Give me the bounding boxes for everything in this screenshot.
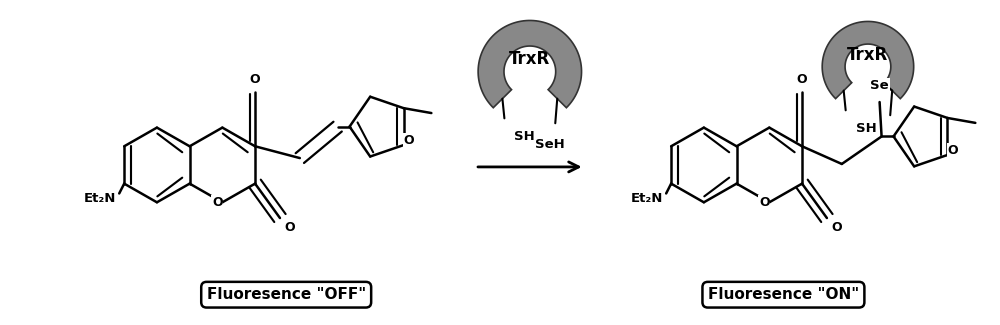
Polygon shape <box>822 21 914 99</box>
Text: Se: Se <box>870 79 889 92</box>
Text: Fluoresence "ON": Fluoresence "ON" <box>708 287 859 302</box>
Text: O: O <box>797 73 807 86</box>
Text: SeH: SeH <box>535 138 565 151</box>
Text: O: O <box>285 221 295 234</box>
Text: O: O <box>250 73 260 86</box>
Text: O: O <box>212 196 223 209</box>
Text: SH: SH <box>856 122 876 135</box>
Text: SH: SH <box>514 130 535 143</box>
Text: Et₂N: Et₂N <box>631 192 663 205</box>
Text: Et₂N: Et₂N <box>84 192 116 205</box>
Text: O: O <box>947 144 958 157</box>
Polygon shape <box>478 20 582 108</box>
Text: Fluoresence "OFF": Fluoresence "OFF" <box>207 287 366 302</box>
Text: O: O <box>832 221 842 234</box>
Text: O: O <box>759 196 770 209</box>
Text: O: O <box>403 134 414 147</box>
Text: TrxR: TrxR <box>509 50 550 68</box>
Text: TrxR: TrxR <box>847 46 889 64</box>
